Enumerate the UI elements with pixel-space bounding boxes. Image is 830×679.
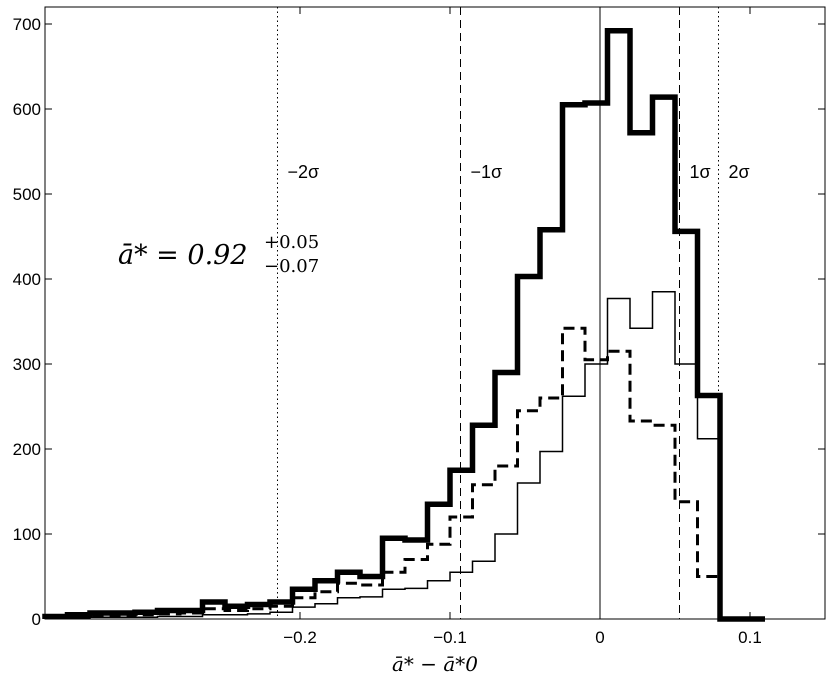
series-2-thin-solid	[44, 291, 765, 620]
y-tick-label-4: 400	[13, 270, 41, 289]
series-0-thick-solid	[42, 28, 765, 622]
y-tick-label-2: 200	[13, 440, 41, 459]
y-tick-label-6: 600	[13, 100, 41, 119]
sigma-label-3: 1σ	[690, 162, 711, 182]
axis-ticks: −0.2 −0.1 0 0.1 0 100 200 300 400 500 600 700	[13, 7, 825, 647]
annotation-base: ā* = 0.92	[118, 240, 248, 271]
annotation-sub: −0.07	[264, 256, 319, 277]
sigma-label-1: −1σ	[471, 162, 503, 182]
y-tick-label-3: 300	[13, 355, 41, 374]
sigma-labels: −2σ −1σ 1σ 2σ	[288, 162, 750, 182]
x-tick-label-0: −0.2	[283, 628, 317, 647]
y-tick-label-5: 500	[13, 185, 41, 204]
x-tick-label-3: 0.1	[738, 628, 762, 647]
sigma-label-0: −2σ	[288, 162, 320, 182]
series-layer	[42, 28, 765, 622]
x-tick-label-1: −0.1	[433, 628, 467, 647]
plot-frame	[44, 6, 826, 620]
series-1-dashed	[43, 326, 765, 621]
x-axis-label: ā* − ā*0	[392, 652, 478, 676]
y-tick-label-7: 700	[13, 15, 41, 34]
x-tick-label-2: 0	[595, 628, 604, 647]
y-tick-label-0: 0	[32, 610, 41, 629]
y-tick-label-1: 100	[13, 525, 41, 544]
annotation-sup: +0.05	[264, 232, 319, 253]
sigma-label-4: 2σ	[729, 162, 750, 182]
